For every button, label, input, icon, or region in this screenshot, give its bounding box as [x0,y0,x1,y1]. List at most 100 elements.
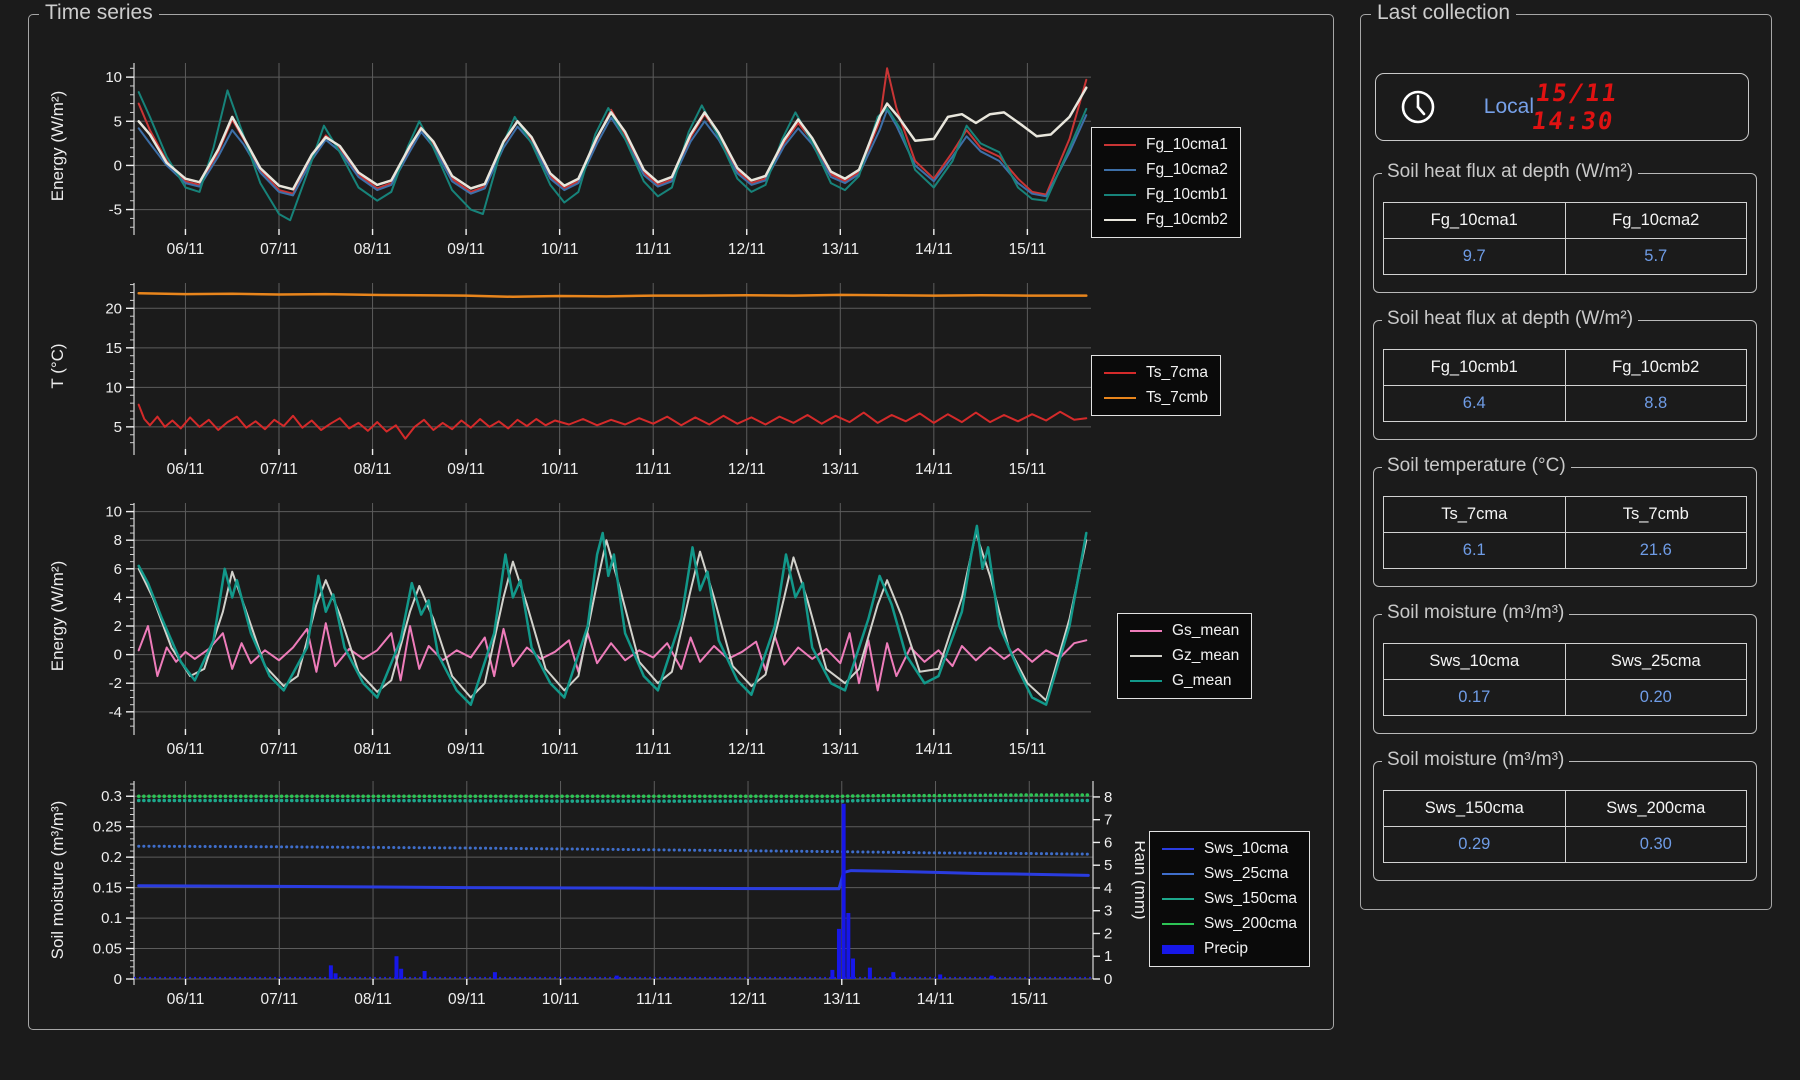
svg-text:0.2: 0.2 [101,849,122,866]
table-header-cell: Sws_25cma [1565,644,1747,680]
group-soil-heat-flux-b: Soil heat flux at depth (W/m²) Fg_10cmb1… [1373,320,1757,440]
svg-text:11/11: 11/11 [636,991,673,1008]
svg-text:8: 8 [114,532,122,549]
svg-text:11/11: 11/11 [635,461,672,478]
table-value-cell: 9.7 [1384,239,1566,275]
table-header-cell: Fg_10cmb2 [1565,350,1747,386]
legend-item: Fg_10cmb1 [1104,186,1228,204]
svg-text:12/11: 12/11 [728,461,766,478]
svg-text:09/11: 09/11 [447,461,485,478]
data-table: Ts_7cma Ts_7cmb 6.1 21.6 [1383,496,1747,569]
svg-text:10/11: 10/11 [541,461,579,478]
svg-text:15: 15 [105,340,122,357]
legend-item: Gs_mean [1130,622,1239,640]
datetime-display: 15/11 14:30 [1530,79,1730,135]
data-table: Sws_10cma Sws_25cma 0.17 0.20 [1383,643,1747,716]
svg-text:Energy (W/m²): Energy (W/m²) [48,561,67,672]
group-title: Soil moisture (m³/m³) [1382,602,1569,624]
svg-text:08/11: 08/11 [354,991,392,1008]
legend-label: Ts_7cmb [1146,389,1208,407]
svg-text:0.15: 0.15 [93,880,122,897]
legend-item: Fg_10cmb2 [1104,211,1228,229]
group-soil-moisture-shallow: Soil moisture (m³/m³) Sws_10cma Sws_25cm… [1373,614,1757,734]
table-header-cell: Fg_10cmb1 [1384,350,1566,386]
time-series-panel: Time series -5051006/1107/1108/1109/1110… [28,14,1334,1030]
svg-text:10: 10 [105,379,122,396]
svg-text:14/11: 14/11 [915,741,953,758]
svg-text:12/11: 12/11 [728,741,766,758]
svg-text:Rain (mm): Rain (mm) [1131,840,1145,919]
svg-text:09/11: 09/11 [448,991,486,1008]
table-value-cell: 6.1 [1384,533,1566,569]
svg-text:0.1: 0.1 [101,910,122,927]
legend-label: Gs_mean [1172,622,1239,640]
legend-swatch [1104,194,1136,197]
svg-text:5: 5 [114,113,122,130]
legend-swatch [1104,169,1136,172]
svg-text:T (°C): T (°C) [48,343,67,388]
svg-text:4: 4 [114,589,122,606]
legend-label: G_mean [1172,672,1231,690]
svg-text:0.25: 0.25 [93,819,122,836]
data-table: Fg_10cmb1 Fg_10cmb2 6.4 8.8 [1383,349,1747,422]
legend-item: Precip [1162,940,1297,958]
chart-canvas: -4-2024681006/1107/1108/1109/1110/1111/1… [39,491,1105,771]
chart-canvas: 00.050.10.150.20.250.301234567806/1107/1… [39,771,1145,1021]
table-header-cell: Ts_7cma [1384,497,1566,533]
svg-text:4: 4 [1104,880,1112,897]
legend-item: Sws_200cma [1162,915,1297,933]
legend-label: Gz_mean [1172,647,1239,665]
svg-text:13/11: 13/11 [821,241,859,258]
svg-text:14/11: 14/11 [917,991,955,1008]
svg-text:09/11: 09/11 [447,741,485,758]
clock-icon [1398,87,1438,127]
table-value-cell: 0.17 [1384,680,1566,716]
svg-text:13/11: 13/11 [823,991,861,1008]
svg-text:10: 10 [105,504,122,521]
legend-item: G_mean [1130,672,1239,690]
svg-text:2: 2 [114,618,122,635]
svg-text:6: 6 [1104,834,1112,851]
group-title: Soil heat flux at depth (W/m²) [1382,308,1638,330]
svg-text:1: 1 [1104,948,1112,965]
svg-text:12/11: 12/11 [728,241,766,258]
group-soil-moisture-deep: Soil moisture (m³/m³) Sws_150cma Sws_200… [1373,761,1757,881]
svg-text:10: 10 [105,69,122,86]
legend-swatch [1162,923,1194,926]
legend-swatch [1104,144,1136,147]
svg-text:11/11: 11/11 [635,741,672,758]
legend-label: Precip [1204,940,1248,958]
svg-text:3: 3 [1104,903,1112,920]
legend-label: Fg_10cma2 [1146,161,1228,179]
svg-text:0: 0 [114,647,122,664]
svg-text:8: 8 [1104,789,1112,806]
legend-item: Sws_10cma [1162,840,1297,858]
svg-text:14/11: 14/11 [915,461,953,478]
svg-text:08/11: 08/11 [354,741,392,758]
svg-text:07/11: 07/11 [260,241,298,258]
chart-soil-temperature: 510152006/1107/1108/1109/1110/1111/1112/… [39,271,1105,491]
legend-swatch [1130,630,1162,633]
svg-text:2: 2 [1104,925,1112,942]
chart-legend: Sws_10cmaSws_25cmaSws_150cmaSws_200cmaPr… [1149,831,1310,967]
group-title: Soil heat flux at depth (W/m²) [1382,161,1638,183]
svg-text:14/11: 14/11 [915,241,953,258]
legend-swatch [1162,873,1194,876]
svg-text:11/11: 11/11 [635,241,672,258]
legend-swatch [1130,680,1162,683]
svg-text:0: 0 [1104,971,1112,988]
legend-swatch [1162,848,1194,851]
svg-text:13/11: 13/11 [821,741,859,758]
group-soil-heat-flux-a: Soil heat flux at depth (W/m²) Fg_10cma1… [1373,173,1757,293]
chart-g-means: -4-2024681006/1107/1108/1109/1110/1111/1… [39,491,1105,771]
last-collection-panel: Last collection Local 15/11 14:30 Soil h… [1360,14,1772,910]
legend-label: Fg_10cmb1 [1146,186,1228,204]
legend-swatch [1104,372,1136,375]
legend-item: Sws_25cma [1162,865,1297,883]
legend-swatch [1162,898,1194,901]
legend-label: Sws_25cma [1204,865,1288,883]
legend-label: Sws_200cma [1204,915,1297,933]
legend-label: Fg_10cmb2 [1146,211,1228,229]
svg-text:10/11: 10/11 [541,241,579,258]
svg-text:13/11: 13/11 [821,461,859,478]
